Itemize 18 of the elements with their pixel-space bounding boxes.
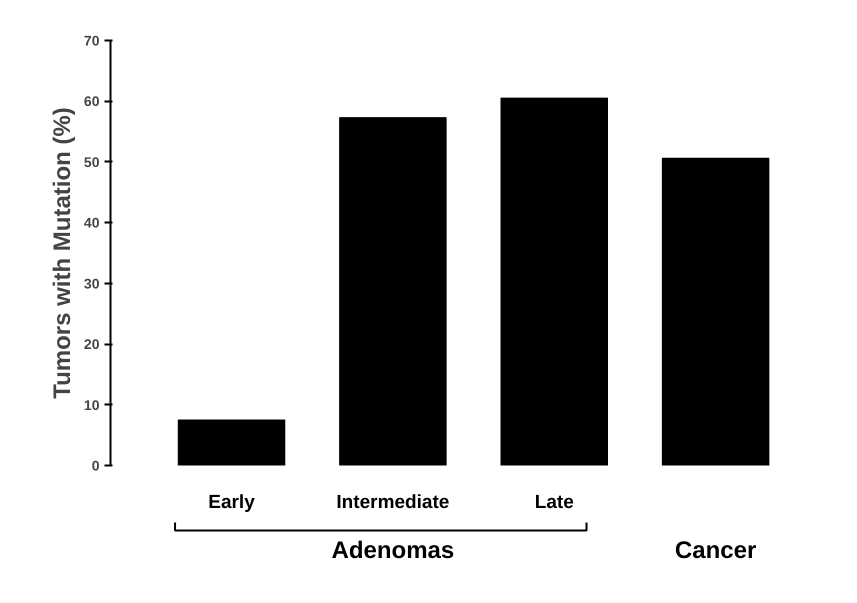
y-tick-label: 40 [84, 214, 100, 231]
bar [662, 158, 770, 466]
y-tick-label: 0 [92, 458, 100, 474]
bar [178, 419, 286, 466]
y-tick-label: 30 [84, 275, 100, 292]
bar [500, 98, 608, 466]
y-tick-label: 60 [84, 93, 100, 110]
x-tick-label: Late [534, 492, 574, 513]
text: Cancer [674, 537, 756, 564]
bar [339, 117, 447, 466]
x-tick-label: Intermediate [336, 492, 450, 513]
y-tick-label: 70 [84, 32, 100, 48]
y-axis-title: Tumors with Mutation (%) [48, 107, 76, 399]
y-tick-label: 10 [84, 396, 100, 413]
y-tick-label: 50 [84, 154, 100, 170]
text: Adenomas [332, 537, 454, 564]
x-tick-label: Early [208, 492, 256, 513]
y-tick-label: 20 [84, 336, 100, 352]
